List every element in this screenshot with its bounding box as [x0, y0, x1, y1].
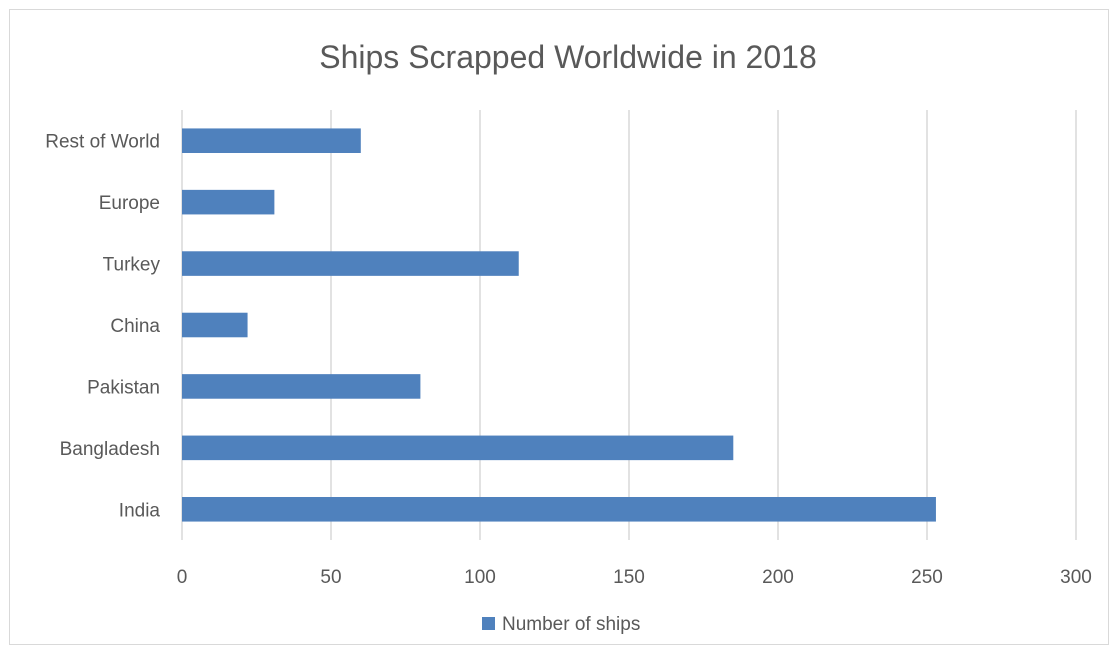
bar-rest-of-world	[182, 128, 361, 153]
x-tick-label: 100	[464, 567, 496, 588]
category-label: Pakistan	[87, 377, 160, 398]
chart-title: Ships Scrapped Worldwide in 2018	[319, 39, 816, 75]
bars	[182, 128, 936, 522]
x-tick-label: 0	[177, 567, 188, 588]
bar-turkey	[182, 251, 519, 276]
bar-pakistan	[182, 374, 421, 399]
category-label: India	[119, 500, 161, 521]
category-label: Europe	[99, 193, 160, 214]
x-tick-label: 200	[762, 567, 794, 588]
bar-china	[182, 312, 248, 338]
gridlines	[181, 110, 1077, 540]
x-tick-label: 150	[613, 567, 645, 588]
x-tick-labels: 0 50 100 150 200 250 300	[177, 567, 1092, 588]
category-label: Turkey	[103, 255, 161, 276]
category-labels: Rest of World Europe Turkey China Pakistan Ba…	[45, 132, 160, 522]
category-label: Rest of World	[45, 132, 160, 153]
legend: Number of ships	[482, 614, 640, 635]
x-tick-label: 250	[911, 567, 943, 588]
bar-india	[182, 497, 936, 522]
x-tick-label: 50	[320, 567, 341, 588]
category-label: Bangladesh	[60, 439, 160, 460]
bar-bangladesh	[182, 435, 734, 461]
x-tick-label: 300	[1060, 567, 1092, 588]
bar-europe	[182, 189, 275, 215]
legend-label: Number of ships	[502, 614, 640, 635]
legend-swatch	[482, 617, 495, 630]
category-label: China	[110, 316, 160, 337]
